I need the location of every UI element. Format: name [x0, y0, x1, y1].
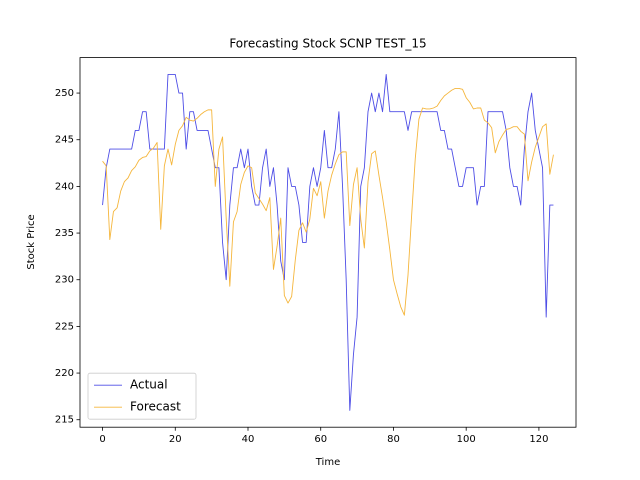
x-tick-label: 20: [169, 434, 182, 445]
x-tick-label: 40: [242, 434, 255, 445]
y-tick-label: 245: [55, 135, 74, 146]
x-tick-label: 120: [529, 434, 548, 445]
legend: Actual Forecast: [87, 372, 197, 420]
legend-label: Actual: [130, 378, 168, 392]
legend-label: Forecast: [130, 400, 181, 414]
x-tick-label: 0: [99, 434, 105, 445]
x-tick-label: 100: [457, 434, 476, 445]
chart-title: Forecasting Stock SCNP TEST_15: [229, 37, 426, 51]
x-tick-label: 60: [314, 434, 327, 445]
plot-frame: [79, 57, 577, 428]
y-tick-label: 240: [55, 181, 74, 192]
y-tick-label: 215: [55, 415, 74, 426]
y-tick-label: 225: [55, 321, 74, 332]
y-tick-label: 230: [55, 275, 74, 286]
y-axis-label: Stock Price: [26, 214, 37, 269]
data-line: [102, 87, 554, 316]
y-tick-label: 235: [55, 228, 74, 239]
data-line: [102, 73, 554, 411]
x-axis-label: Time: [315, 457, 340, 468]
y-tick-label: 220: [55, 368, 74, 379]
y-tick-label: 250: [55, 88, 74, 99]
legend-box: [87, 372, 197, 420]
x-tick-label: 80: [387, 434, 400, 445]
